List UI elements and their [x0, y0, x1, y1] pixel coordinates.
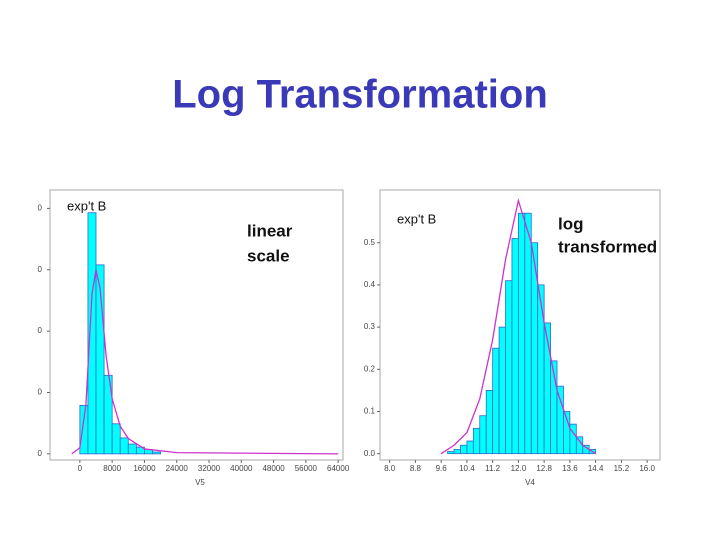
- x-tick-label: 13.6: [562, 464, 578, 473]
- annotation: scale: [247, 246, 290, 265]
- bar: [79, 404, 89, 455]
- bar: [111, 423, 121, 455]
- x-tick-label: 32000: [198, 464, 221, 473]
- y-tick-label: 0: [38, 449, 43, 458]
- bar: [152, 451, 161, 455]
- x-tick-label: 16.0: [639, 464, 655, 473]
- annotation: exp't B: [67, 198, 106, 213]
- plot-frame: [49, 189, 344, 461]
- x-tick-label: 64000: [327, 464, 350, 473]
- y-tick-label: 0: [38, 388, 43, 397]
- bar: [575, 436, 584, 455]
- density-curve: [440, 197, 596, 455]
- x-axis-label: V5: [195, 478, 205, 487]
- x-tick-label: 48000: [262, 464, 285, 473]
- plot-frame: [379, 189, 661, 461]
- x-tick-label: 8.0: [384, 464, 396, 473]
- x-tick-label: 9.6: [436, 464, 448, 473]
- bar: [556, 385, 564, 455]
- x-tick-label: 40000: [230, 464, 253, 473]
- x-tick-label: 24000: [166, 464, 189, 473]
- density-curve: [71, 269, 339, 455]
- x-tick-label: 56000: [295, 464, 318, 473]
- slide-title: Log Transformation: [172, 73, 548, 117]
- bar: [466, 440, 474, 455]
- bar: [447, 451, 455, 455]
- x-tick-label: 12.0: [511, 464, 527, 473]
- bar: [511, 238, 519, 455]
- x-tick-label: 14.4: [588, 464, 604, 473]
- bar: [498, 326, 506, 455]
- y-tick-label: 0.3: [364, 322, 376, 331]
- bar: [505, 280, 513, 455]
- y-tick-label: 0.5: [364, 238, 376, 247]
- bar: [103, 374, 113, 455]
- y-tick-label: 0: [38, 204, 43, 213]
- y-tick-label: 0: [38, 326, 43, 335]
- bar: [453, 449, 461, 455]
- x-tick-label: 12.8: [536, 464, 552, 473]
- bar: [119, 437, 129, 455]
- bar: [517, 212, 526, 455]
- bar: [460, 444, 468, 455]
- x-tick-label: 10.4: [459, 464, 475, 473]
- bar: [127, 443, 137, 455]
- annotation: exp't B: [397, 211, 436, 226]
- y-tick-label: 0.4: [364, 280, 376, 289]
- x-tick-label: 11.2: [485, 464, 501, 473]
- bar: [479, 415, 487, 455]
- annotation: transformed: [558, 237, 657, 256]
- x-axis-label: V4: [525, 478, 535, 487]
- y-tick-label: 0.0: [364, 449, 376, 458]
- bar: [485, 389, 494, 455]
- bar: [472, 427, 481, 455]
- x-tick-label: 16000: [133, 464, 156, 473]
- x-tick-label: 15.2: [614, 464, 630, 473]
- y-tick-label: 0: [38, 265, 43, 274]
- y-tick-label: 0.1: [364, 407, 376, 416]
- x-tick-label: 0: [78, 464, 83, 473]
- annotation: log: [558, 214, 584, 233]
- x-tick-label: 8.8: [410, 464, 422, 473]
- bar: [87, 212, 97, 455]
- bar: [537, 284, 545, 455]
- bar: [95, 264, 105, 455]
- y-tick-label: 0.2: [364, 364, 376, 373]
- x-tick-label: 8000: [103, 464, 121, 473]
- annotation: linear: [247, 221, 293, 240]
- bar: [524, 212, 532, 455]
- bar: [492, 347, 500, 455]
